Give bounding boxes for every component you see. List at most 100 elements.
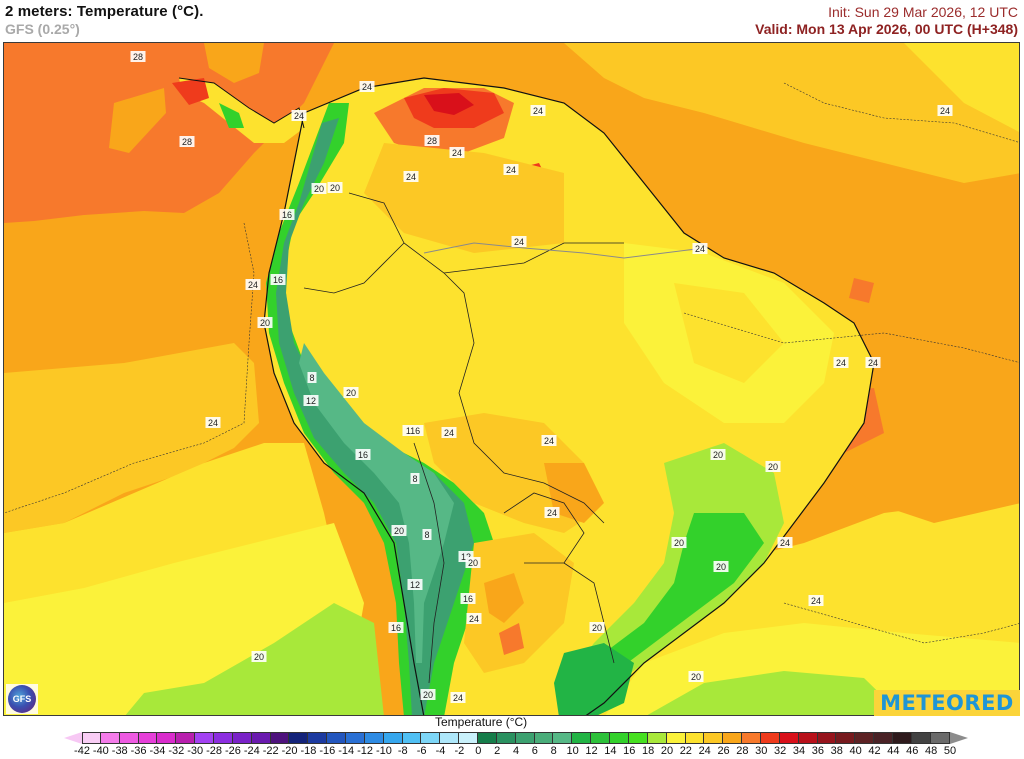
contour-label: 24 (836, 358, 846, 368)
colorbar-swatch (610, 732, 629, 744)
colorbar-swatch (760, 732, 780, 744)
colorbar-tick-label: 36 (811, 745, 825, 757)
colorbar-swatch (100, 732, 120, 744)
colorbar-tick-label: -38 (111, 745, 128, 757)
colorbar-ticks: -42 -40 -38 -36 -34 -32 -30 -28 -26 -24 -22 -20 -18-… (0, 745, 1024, 759)
colorbar-swatch (289, 732, 309, 744)
colorbar-tick-label: 4 (512, 745, 520, 757)
colorbar-swatch (836, 732, 856, 744)
colorbar-swatch (383, 732, 403, 744)
contour-label: 20 (713, 450, 723, 460)
map-canvas: 28 28 24 20 20 16 24 28 24 24 24 24 24 24 24 24 16 20 24 8 1… (4, 43, 1019, 715)
colorbar-tick-label: -42 (74, 745, 90, 757)
colorbar-swatch (346, 732, 365, 744)
contour-label: 8 (412, 474, 417, 484)
colorbar-tick-label: -14 (338, 745, 355, 757)
contour-label: 116 (406, 426, 420, 436)
colorbar-swatch (515, 732, 535, 744)
colorbar-swatch (779, 732, 799, 744)
colorbar-swatch (553, 732, 573, 744)
contour-label: 8 (309, 373, 314, 383)
colorbar-swatch (364, 732, 384, 744)
colorbar-swatch (402, 732, 422, 744)
colorbar-tick-label: -16 (319, 745, 336, 757)
contour-label: 24 (547, 508, 557, 518)
contour-label: 20 (330, 183, 340, 193)
colorbar-swatch (591, 732, 611, 744)
meteored-logo[interactable]: METEORED (874, 690, 1020, 716)
colorbar-tick-label: 44 (887, 745, 900, 757)
contour-label: 28 (133, 52, 143, 62)
contour-label: 16 (358, 450, 368, 460)
contour-label: 20 (346, 388, 356, 398)
colorbar-swatch (421, 732, 441, 744)
contour-label: 24 (940, 106, 950, 116)
colorbar-swatch (930, 732, 950, 744)
colorbar-tick-label: 14 (604, 745, 617, 757)
colorbar-min-arrow-icon (64, 732, 82, 744)
colorbar-swatch (798, 732, 818, 744)
colorbar-swatch (666, 732, 686, 744)
contour-label: 20 (716, 562, 726, 572)
contour-label: 20 (423, 690, 433, 700)
contour-label: 20 (592, 623, 602, 633)
colorbar (82, 732, 950, 744)
colorbar-tick-label: -36 (130, 745, 147, 757)
colorbar-swatch (251, 732, 271, 744)
colorbar-tick-label: -32 (168, 745, 185, 757)
colorbar-tick-label: 22 (679, 745, 692, 757)
contour-label: 28 (182, 137, 192, 147)
colorbar-swatch (270, 732, 290, 744)
contour-label: 24 (406, 172, 416, 182)
colorbar-swatch (232, 732, 252, 744)
colorbar-swatch (723, 732, 743, 744)
colorbar-swatch (195, 732, 215, 744)
contour-label: 24 (514, 237, 524, 247)
contour-label: 24 (453, 693, 463, 703)
contour-label: 20 (691, 672, 701, 682)
colorbar-swatch (742, 732, 761, 744)
colorbar-tick-label: 2 (494, 745, 501, 757)
contour-label: 16 (463, 594, 473, 604)
colorbar-tick-label: -12 (357, 745, 373, 757)
colorbar-tick-label: 32 (774, 745, 787, 757)
colorbar-swatch (327, 732, 347, 744)
gfs-logo: GFS (6, 684, 38, 714)
colorbar-max-arrow-icon (950, 732, 968, 744)
contour-label: 20 (674, 538, 684, 548)
colorbar-swatch (817, 732, 837, 744)
contour-label: 24 (695, 244, 705, 254)
contour-label: 24 (506, 165, 516, 175)
colorbar-swatch (874, 732, 893, 744)
contour-label: 20 (394, 526, 404, 536)
contour-label: 20 (254, 652, 264, 662)
colorbar-tick-label: -20 (281, 745, 298, 757)
colorbar-swatch (176, 732, 196, 744)
contour-label: 24 (544, 436, 554, 446)
colorbar-tick-label: 0 (475, 745, 482, 757)
colorbar-swatch (647, 732, 667, 744)
contour-label: 16 (391, 623, 401, 633)
contour-label: 20 (468, 558, 478, 568)
colorbar-tick-label: -6 (416, 745, 427, 757)
colorbar-tick-label: -10 (375, 745, 392, 757)
contour-label: 8 (424, 530, 429, 540)
colorbar-tick-label: 10 (566, 745, 579, 757)
colorbar-tick-label: -34 (149, 745, 166, 757)
gfs-globe-icon: GFS (8, 685, 36, 713)
colorbar-swatch (628, 732, 648, 744)
model-label: GFS (0.25°) (5, 21, 80, 37)
colorbar-tick-label: 20 (660, 745, 674, 757)
colorbar-tick-label: 24 (698, 745, 711, 757)
colorbar-tick-label: -2 (454, 745, 465, 757)
colorbar-tick-label: 34 (792, 745, 806, 757)
temperature-map[interactable]: 28 28 24 20 20 16 24 28 24 24 24 24 24 24 24 24 16 20 24 8 1… (3, 42, 1020, 716)
contour-label: 24 (868, 358, 878, 368)
colorbar-tick-label: 38 (830, 745, 843, 757)
contour-labels: 28 28 24 20 20 16 24 28 24 24 24 24 24 24 24 24 16 20 24 8 1… (130, 51, 953, 703)
colorbar-swatch (892, 732, 912, 744)
contour-label: 24 (811, 596, 821, 606)
contour-label: 24 (294, 111, 304, 121)
colorbar-tick-label: 16 (623, 745, 636, 757)
colorbar-swatch (138, 732, 158, 744)
